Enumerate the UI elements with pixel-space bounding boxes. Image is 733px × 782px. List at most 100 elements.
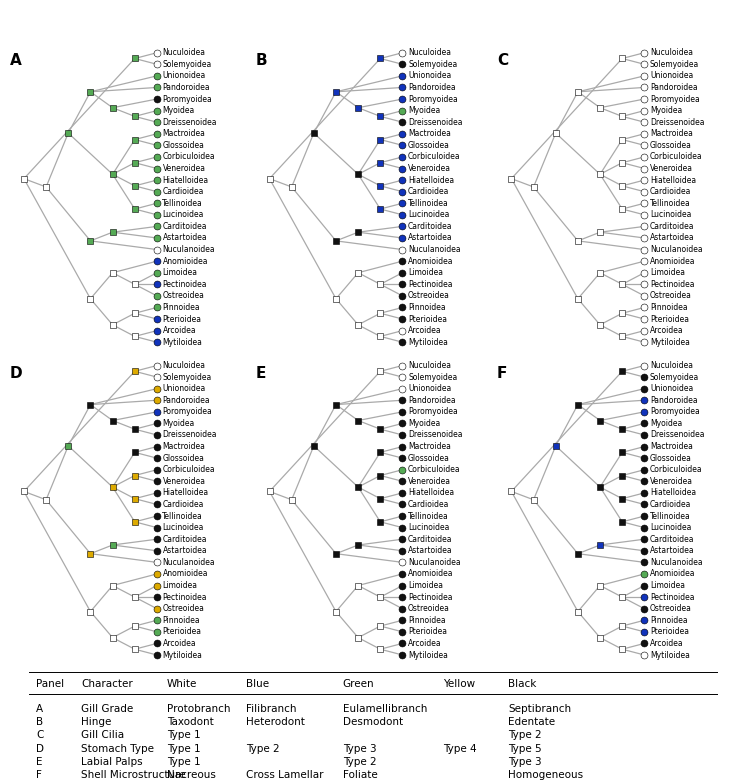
Text: Pectinoidea: Pectinoidea xyxy=(163,280,207,289)
Text: Labial Palps: Labial Palps xyxy=(81,757,143,766)
Text: Yellow: Yellow xyxy=(443,679,475,689)
Text: Ostreoidea: Ostreoidea xyxy=(650,292,692,300)
Text: Foliate: Foliate xyxy=(343,769,377,780)
Text: Pectinoidea: Pectinoidea xyxy=(408,280,452,289)
Text: Astartoidea: Astartoidea xyxy=(163,234,207,242)
Text: Ostreoidea: Ostreoidea xyxy=(408,604,450,613)
Text: Poromyoidea: Poromyoidea xyxy=(650,407,700,416)
Text: Pterioidea: Pterioidea xyxy=(650,627,689,637)
Text: Mactroidea: Mactroidea xyxy=(408,442,451,451)
Text: Pectinoidea: Pectinoidea xyxy=(408,593,452,601)
Text: Myoidea: Myoidea xyxy=(408,419,441,428)
Text: Taxodont: Taxodont xyxy=(167,717,214,727)
Text: Pandoroidea: Pandoroidea xyxy=(408,83,456,92)
Text: Nuculanoidea: Nuculanoidea xyxy=(408,245,460,254)
Text: Corbiculoidea: Corbiculoidea xyxy=(163,465,215,474)
Text: Poromyoidea: Poromyoidea xyxy=(408,95,458,103)
Text: Type 5: Type 5 xyxy=(508,744,542,754)
Text: Limoidea: Limoidea xyxy=(650,581,685,590)
Text: Gill Cilia: Gill Cilia xyxy=(81,730,124,741)
Text: Pinnoidea: Pinnoidea xyxy=(408,303,446,312)
Text: Pterioidea: Pterioidea xyxy=(163,314,202,324)
Text: Anomioidea: Anomioidea xyxy=(650,569,696,579)
Text: Ostreoidea: Ostreoidea xyxy=(163,604,205,613)
Text: Mytiloidea: Mytiloidea xyxy=(650,338,690,346)
Text: Ostreoidea: Ostreoidea xyxy=(408,292,450,300)
Text: Nuculanoidea: Nuculanoidea xyxy=(408,558,460,567)
Text: Type 4: Type 4 xyxy=(443,744,476,754)
Text: Corbiculoidea: Corbiculoidea xyxy=(650,465,702,474)
Text: Limoidea: Limoidea xyxy=(163,581,197,590)
Text: Veneroidea: Veneroidea xyxy=(408,164,451,173)
Text: Type 2: Type 2 xyxy=(343,757,377,766)
Text: Unionoidea: Unionoidea xyxy=(650,384,693,393)
Text: F: F xyxy=(497,366,507,381)
Text: Anomioidea: Anomioidea xyxy=(408,256,454,266)
Text: Tellinoidea: Tellinoidea xyxy=(408,199,449,208)
Text: Anomioidea: Anomioidea xyxy=(408,569,454,579)
Text: Mactroidea: Mactroidea xyxy=(408,129,451,138)
Text: Pandoroidea: Pandoroidea xyxy=(650,83,698,92)
Text: Anomioidea: Anomioidea xyxy=(163,256,208,266)
Text: Nuculoidea: Nuculoidea xyxy=(408,361,451,370)
Text: Glossoidea: Glossoidea xyxy=(650,141,692,150)
Text: Poromyoidea: Poromyoidea xyxy=(650,95,700,103)
Text: White: White xyxy=(167,679,197,689)
Text: Dreissenoidea: Dreissenoidea xyxy=(163,117,217,127)
Text: Cardioidea: Cardioidea xyxy=(163,187,204,196)
Text: Limoidea: Limoidea xyxy=(650,268,685,278)
Text: Unionoidea: Unionoidea xyxy=(650,71,693,81)
Text: Pectinoidea: Pectinoidea xyxy=(163,593,207,601)
Text: Glossoidea: Glossoidea xyxy=(408,141,450,150)
Text: Veneroidea: Veneroidea xyxy=(408,477,451,486)
Text: Pectinoidea: Pectinoidea xyxy=(650,593,694,601)
Text: Mytiloidea: Mytiloidea xyxy=(163,338,202,346)
Text: Nuculanoidea: Nuculanoidea xyxy=(163,245,215,254)
Text: Black: Black xyxy=(508,679,537,689)
Text: Solemyoidea: Solemyoidea xyxy=(163,59,212,69)
Text: Arcoidea: Arcoidea xyxy=(650,639,684,648)
Text: Poromyoidea: Poromyoidea xyxy=(408,407,458,416)
Text: Type 1: Type 1 xyxy=(167,730,201,741)
Text: Solemyoidea: Solemyoidea xyxy=(650,372,699,382)
Text: Pandoroidea: Pandoroidea xyxy=(408,396,456,405)
Text: Anomioidea: Anomioidea xyxy=(650,256,696,266)
Text: Pterioidea: Pterioidea xyxy=(163,627,202,637)
Text: Astartoidea: Astartoidea xyxy=(408,547,453,555)
Text: Nuculoidea: Nuculoidea xyxy=(163,361,205,370)
Text: Arcoidea: Arcoidea xyxy=(408,639,442,648)
Text: Corbiculoidea: Corbiculoidea xyxy=(408,152,460,161)
Text: Astartoidea: Astartoidea xyxy=(650,547,695,555)
Text: Myoidea: Myoidea xyxy=(650,419,682,428)
Text: Nuculanoidea: Nuculanoidea xyxy=(650,245,702,254)
Text: Nuculanoidea: Nuculanoidea xyxy=(163,558,215,567)
Text: Tellinoidea: Tellinoidea xyxy=(163,199,203,208)
Text: Mytiloidea: Mytiloidea xyxy=(408,651,448,659)
Text: Glossoidea: Glossoidea xyxy=(650,454,692,463)
Text: Myoidea: Myoidea xyxy=(163,106,195,115)
Text: Hiatelloidea: Hiatelloidea xyxy=(650,489,696,497)
Text: Poromyoidea: Poromyoidea xyxy=(163,407,213,416)
Text: Astartoidea: Astartoidea xyxy=(163,547,207,555)
Text: Unionoidea: Unionoidea xyxy=(163,71,206,81)
Text: Hinge: Hinge xyxy=(81,717,111,727)
Text: Lucinoidea: Lucinoidea xyxy=(650,210,691,219)
Text: A: A xyxy=(10,53,21,68)
Text: Dreissenoidea: Dreissenoidea xyxy=(408,117,463,127)
Text: Dreissenoidea: Dreissenoidea xyxy=(650,117,704,127)
Text: Solemyoidea: Solemyoidea xyxy=(408,59,457,69)
Text: E: E xyxy=(255,366,265,381)
Text: Veneroidea: Veneroidea xyxy=(650,164,693,173)
Text: Pinnoidea: Pinnoidea xyxy=(650,615,688,625)
Text: Tellinoidea: Tellinoidea xyxy=(650,199,690,208)
Text: Anomioidea: Anomioidea xyxy=(163,569,208,579)
Text: Mytiloidea: Mytiloidea xyxy=(408,338,448,346)
Text: Protobranch: Protobranch xyxy=(167,704,231,714)
Text: Mytiloidea: Mytiloidea xyxy=(163,651,202,659)
Text: Cardioidea: Cardioidea xyxy=(408,187,449,196)
Text: Veneroidea: Veneroidea xyxy=(650,477,693,486)
Text: Pterioidea: Pterioidea xyxy=(650,314,689,324)
Text: Character: Character xyxy=(81,679,133,689)
Text: Dreissenoidea: Dreissenoidea xyxy=(408,430,463,439)
Text: Type 1: Type 1 xyxy=(167,757,201,766)
